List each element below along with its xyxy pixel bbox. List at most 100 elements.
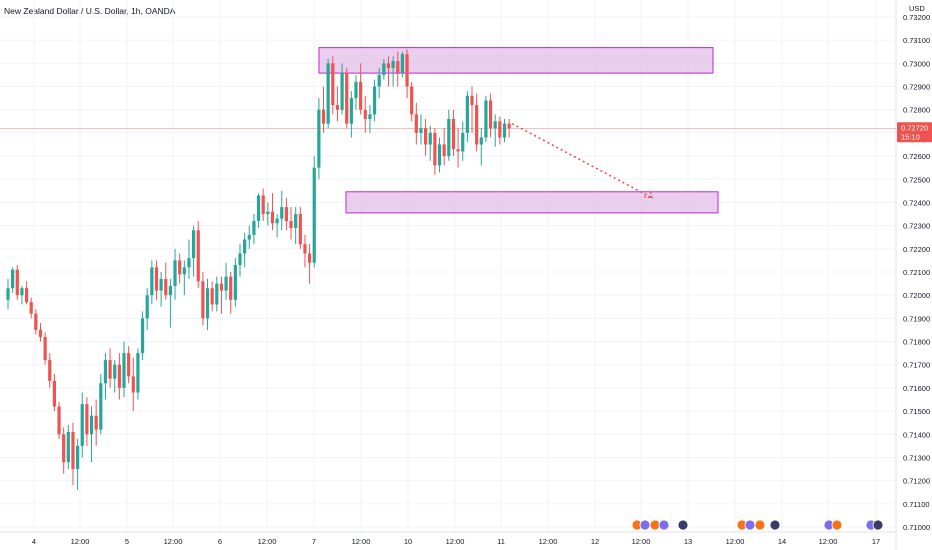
candle-body — [89, 415, 94, 435]
candle-body — [414, 114, 418, 133]
candle-body — [117, 364, 121, 388]
candle-body — [196, 230, 200, 282]
candle-body — [233, 265, 237, 300]
candle-body — [372, 86, 377, 115]
last-price-tag — [897, 122, 932, 143]
candle-body — [266, 211, 270, 215]
candle-body — [168, 285, 172, 296]
candle-body — [99, 383, 103, 430]
candle-body — [229, 276, 233, 300]
forecast-arrow-line — [511, 122, 653, 199]
countdown-label: 15:10 — [901, 132, 920, 141]
candle-body — [377, 74, 381, 87]
candle-body — [178, 260, 182, 275]
candle-body — [76, 445, 80, 470]
x-tick-label: 11 — [497, 537, 505, 546]
candle-body — [80, 404, 84, 446]
candle-body — [308, 253, 312, 263]
candle-body — [298, 214, 302, 245]
x-tick-label: 10 — [404, 537, 412, 546]
candle-body — [187, 258, 191, 268]
candle-body — [252, 221, 256, 235]
candle-body — [24, 288, 29, 303]
candle-body — [210, 288, 214, 305]
candle-body — [433, 132, 437, 166]
candle-body — [94, 415, 98, 430]
y-tick-label: 0.71400 — [903, 430, 930, 439]
candle-body — [182, 267, 186, 275]
candle-body — [201, 281, 205, 319]
candle-body — [270, 211, 275, 224]
event-marker-icon — [658, 519, 670, 531]
x-tick-label: 12:00 — [71, 537, 90, 546]
x-tick-label: 12:00 — [352, 537, 371, 546]
candle-body — [488, 100, 493, 129]
y-tick-label: 0.72800 — [903, 106, 930, 115]
y-tick-label: 0.72100 — [903, 268, 930, 277]
y-tick-label: 0.73100 — [903, 36, 930, 45]
candle-body — [275, 218, 279, 224]
candle-body — [424, 128, 428, 145]
candle-body — [289, 221, 293, 228]
y-tick-label: 0.72300 — [903, 222, 930, 231]
candle-body — [145, 295, 149, 319]
candle-body — [396, 61, 400, 73]
candle-body — [62, 434, 66, 463]
candle-body — [451, 119, 456, 150]
resistance-zone — [318, 47, 714, 74]
candle-body — [382, 63, 386, 75]
candle-body — [192, 230, 196, 259]
y-tick-label: 0.71000 — [903, 523, 930, 532]
candle-body — [359, 81, 363, 110]
candle-body — [57, 406, 61, 435]
candle-body — [131, 376, 135, 393]
candle-body — [419, 128, 423, 133]
candle-body — [386, 63, 391, 68]
y-tick-label: 0.71600 — [903, 384, 930, 393]
candle-body — [122, 353, 126, 388]
candle-body — [173, 260, 177, 286]
x-tick-label: 12:00 — [446, 537, 465, 546]
last-price-label: 0.72720 — [901, 123, 928, 132]
y-tick-label: 0.71700 — [903, 361, 930, 370]
forecast-arrow-head — [643, 189, 653, 199]
candle-body — [224, 276, 228, 291]
candle-body — [447, 119, 451, 157]
candle-body — [303, 244, 307, 254]
candle-body — [238, 253, 242, 266]
candle-body — [113, 364, 117, 379]
x-tick-label: 12 — [591, 537, 599, 546]
y-tick-label: 0.72000 — [903, 291, 930, 300]
x-tick-label: 12:00 — [258, 537, 277, 546]
y-tick-label: 0.71500 — [903, 407, 930, 416]
y-tick-label: 0.71900 — [903, 314, 930, 323]
candle-body — [11, 269, 15, 289]
candle-body — [437, 144, 442, 166]
candle-body — [247, 234, 251, 240]
candle-body — [442, 144, 446, 157]
candle-body — [312, 167, 316, 263]
x-tick-label: 14 — [778, 537, 786, 546]
y-tick-label: 0.72200 — [903, 245, 930, 254]
candle-body — [321, 109, 326, 124]
candle-body — [368, 114, 372, 119]
x-tick-label: 12:00 — [726, 537, 745, 546]
candle-body — [52, 380, 56, 407]
candle-body — [127, 353, 131, 377]
candle-body — [456, 149, 460, 152]
y-tick-label: 0.72900 — [903, 83, 930, 92]
candle-body — [280, 207, 284, 219]
y-tick-label: 0.72400 — [903, 198, 930, 207]
candle-body — [136, 353, 140, 393]
x-tick-label: 12:00 — [632, 537, 651, 546]
x-tick-label: 12:00 — [164, 537, 183, 546]
y-tick-label: 0.71100 — [903, 500, 930, 509]
candle-body — [205, 288, 210, 319]
candle-body — [219, 283, 224, 291]
candle-body — [475, 105, 479, 145]
candle-body — [498, 121, 502, 138]
y-tick-label: 0.73000 — [903, 59, 930, 68]
candle-body — [340, 72, 344, 110]
candle-body — [34, 313, 38, 330]
